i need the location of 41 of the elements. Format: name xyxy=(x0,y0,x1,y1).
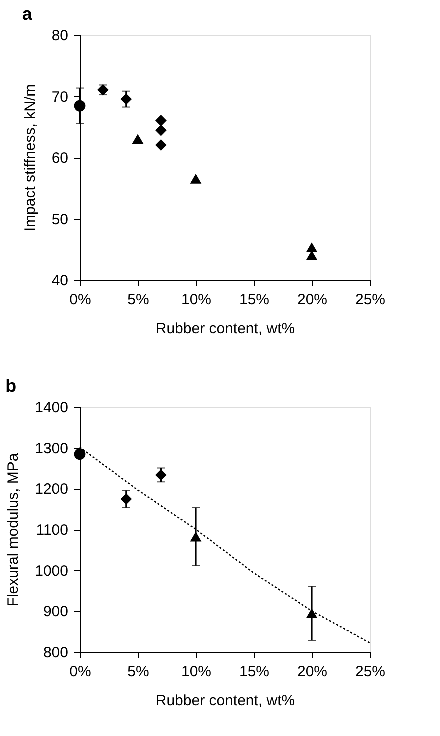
point xyxy=(156,140,167,151)
y-axis-title: Flexural modulus, MPa xyxy=(5,452,22,607)
x-tick-label: 0% xyxy=(70,664,92,680)
x-tick-label: 15% xyxy=(239,664,270,680)
point xyxy=(132,134,144,144)
y-tick-label: 50 xyxy=(52,211,68,228)
chart-title: b xyxy=(6,376,17,396)
y-tick-label: 40 xyxy=(52,272,68,290)
point xyxy=(156,124,167,136)
y-tick-label: 80 xyxy=(52,28,68,44)
y-axis-title: Impact stiffness, kN/m xyxy=(22,84,39,232)
y-tick-label: 1200 xyxy=(35,481,68,498)
x-tick-label: 25% xyxy=(355,292,386,308)
x-axis-title: Rubber content, wt% xyxy=(156,320,296,338)
point xyxy=(120,494,132,505)
x-tick-label: 10% xyxy=(181,664,212,680)
y-tick-label: 70 xyxy=(52,88,68,106)
x-tick-label: 5% xyxy=(128,292,150,308)
point xyxy=(120,94,132,106)
point xyxy=(306,242,318,252)
point xyxy=(190,532,202,542)
y-tick-label: 1300 xyxy=(35,440,68,458)
chart-title: a xyxy=(22,4,34,24)
y-tick-label: 1000 xyxy=(35,562,68,580)
x-tick-label: 20% xyxy=(297,664,328,680)
point xyxy=(156,115,167,126)
x-tick-label: 15% xyxy=(239,292,270,308)
y-tick-label: 60 xyxy=(52,150,68,167)
x-tick-label: 0% xyxy=(70,292,92,308)
x-tick-label: 25% xyxy=(355,664,386,680)
point xyxy=(74,448,86,460)
y-tick-label: 1100 xyxy=(36,522,68,539)
x-tick-label: 10% xyxy=(181,292,212,308)
point xyxy=(306,608,318,619)
point xyxy=(190,174,202,184)
x-tick-label: 20% xyxy=(297,292,328,308)
y-tick-label: 900 xyxy=(43,604,68,621)
x-axis-title: Rubber content, wt% xyxy=(156,692,296,710)
y-tick-label: 800 xyxy=(43,644,68,662)
x-tick-label: 5% xyxy=(128,664,150,680)
y-tick-label: 1400 xyxy=(35,400,68,416)
